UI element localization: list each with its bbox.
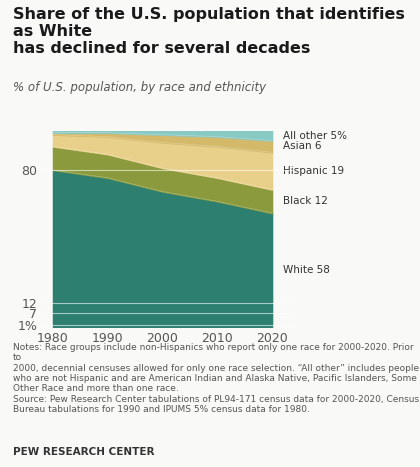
Text: PEW RESEARCH CENTER: PEW RESEARCH CENTER <box>13 447 154 457</box>
Text: % of U.S. population, by race and ethnicity: % of U.S. population, by race and ethnic… <box>13 81 266 94</box>
Text: Hispanic 19: Hispanic 19 <box>283 166 344 176</box>
Text: Black 12: Black 12 <box>283 196 328 206</box>
Text: Asian 6: Asian 6 <box>283 142 322 151</box>
Text: All other 5%: All other 5% <box>283 131 347 141</box>
Text: White 58: White 58 <box>283 265 330 275</box>
Text: Share of the U.S. population that identifies as White
has declined for several d: Share of the U.S. population that identi… <box>13 7 404 57</box>
Text: Notes: Race groups include non-Hispanics who report only one race for 2000-2020.: Notes: Race groups include non-Hispanics… <box>13 343 419 414</box>
